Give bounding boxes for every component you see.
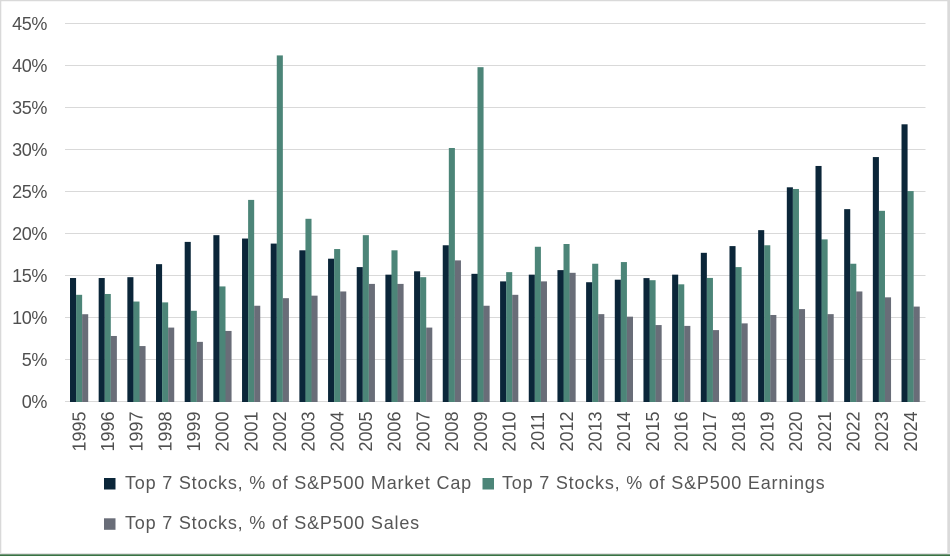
svg-text:25%: 25% xyxy=(12,182,47,202)
svg-text:2018: 2018 xyxy=(729,411,749,451)
svg-text:1995: 1995 xyxy=(69,411,89,451)
svg-text:45%: 45% xyxy=(12,14,47,34)
svg-text:35%: 35% xyxy=(12,98,47,118)
svg-text:40%: 40% xyxy=(12,56,47,76)
svg-text:2005: 2005 xyxy=(356,411,376,451)
svg-text:2010: 2010 xyxy=(499,411,519,451)
svg-text:2014: 2014 xyxy=(614,411,634,451)
svg-text:2016: 2016 xyxy=(672,411,692,451)
svg-text:10%: 10% xyxy=(12,308,47,328)
svg-text:2024: 2024 xyxy=(901,411,921,451)
svg-text:2020: 2020 xyxy=(786,411,806,451)
svg-text:2021: 2021 xyxy=(815,411,835,451)
svg-text:1997: 1997 xyxy=(127,411,147,451)
svg-text:2009: 2009 xyxy=(471,411,491,451)
svg-text:2011: 2011 xyxy=(528,412,548,451)
svg-text:30%: 30% xyxy=(12,140,47,160)
svg-text:2012: 2012 xyxy=(557,411,577,451)
svg-text:2023: 2023 xyxy=(872,411,892,451)
svg-text:2017: 2017 xyxy=(700,411,720,451)
svg-text:5%: 5% xyxy=(22,350,48,370)
svg-text:2006: 2006 xyxy=(385,411,405,451)
svg-text:2008: 2008 xyxy=(442,411,462,451)
svg-text:Top 7 Stocks, % of S&P500 Earn: Top 7 Stocks, % of S&P500 Earnings xyxy=(502,473,825,493)
svg-text:0%: 0% xyxy=(22,392,48,412)
svg-text:1999: 1999 xyxy=(184,411,204,451)
svg-text:2007: 2007 xyxy=(413,411,433,451)
svg-text:2004: 2004 xyxy=(327,411,347,451)
svg-text:2001: 2001 xyxy=(241,411,261,451)
svg-text:2002: 2002 xyxy=(270,411,290,451)
svg-text:2015: 2015 xyxy=(643,411,663,451)
svg-text:2013: 2013 xyxy=(586,411,606,451)
svg-text:2000: 2000 xyxy=(213,411,233,451)
svg-text:1998: 1998 xyxy=(155,411,175,451)
svg-text:20%: 20% xyxy=(12,224,47,244)
svg-text:15%: 15% xyxy=(12,266,47,286)
svg-text:2022: 2022 xyxy=(844,411,864,451)
svg-text:Top 7 Stocks, % of S&P500 Mark: Top 7 Stocks, % of S&P500 Market Cap xyxy=(125,473,472,493)
svg-text:2003: 2003 xyxy=(299,411,319,451)
svg-text:1996: 1996 xyxy=(98,411,118,451)
svg-text:2019: 2019 xyxy=(758,411,778,451)
svg-text:Top 7 Stocks, % of S&P500 Sale: Top 7 Stocks, % of S&P500 Sales xyxy=(125,513,420,533)
